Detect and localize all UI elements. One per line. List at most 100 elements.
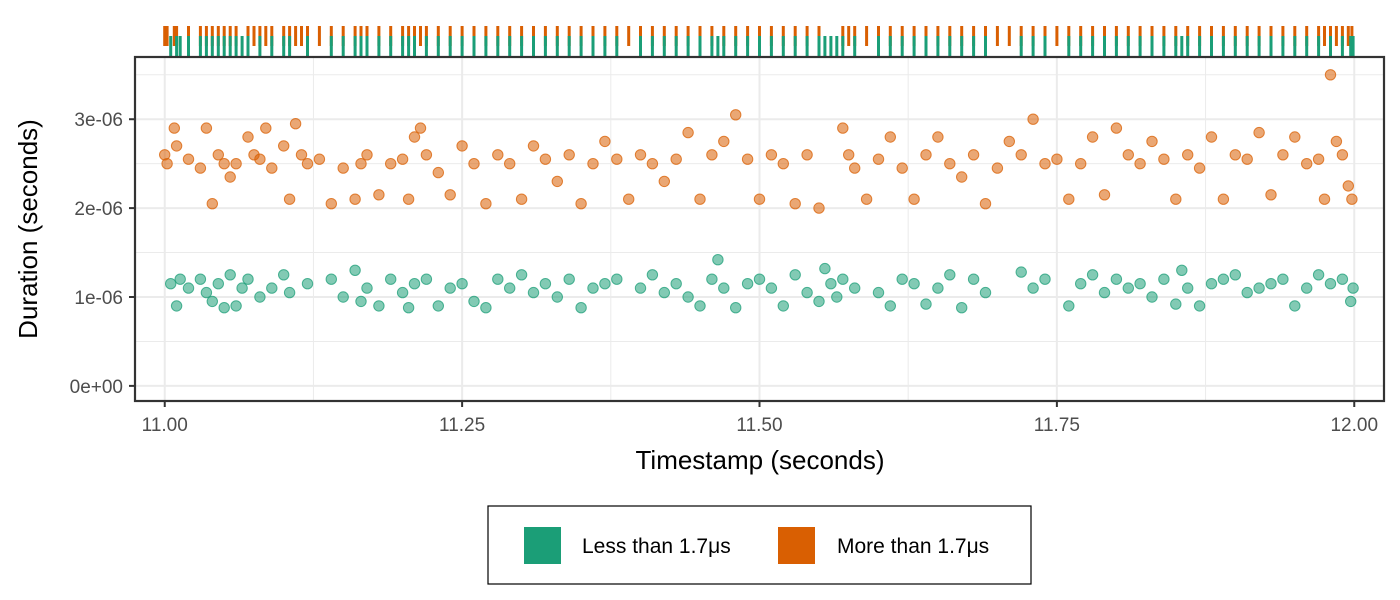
point-more-than (1205, 131, 1218, 143)
legend-key-less (524, 527, 561, 564)
point-less-than (611, 273, 623, 285)
point-less-than (1253, 282, 1265, 294)
point-less-than (646, 269, 659, 281)
point-less-than (1205, 278, 1218, 290)
point-more-than (224, 171, 236, 183)
point-more-than (837, 122, 849, 134)
y-axis: 0e+00 1e-06 2e-06 3e-06 (70, 110, 135, 398)
point-more-than (765, 149, 778, 161)
point-less-than (694, 300, 706, 312)
x-tick-label: 12.00 (1330, 415, 1378, 436)
point-less-than (1158, 273, 1170, 285)
point-less-than (920, 298, 932, 310)
point-more-than (646, 158, 659, 170)
point-more-than (402, 193, 415, 205)
point-more-than (1253, 126, 1265, 139)
point-less-than (230, 300, 242, 312)
point-more-than (527, 140, 540, 152)
point-more-than (1003, 135, 1015, 148)
point-less-than (170, 300, 183, 312)
point-more-than (694, 193, 706, 205)
point-more-than (1336, 149, 1349, 161)
point-more-than (623, 193, 635, 205)
point-less-than (432, 300, 444, 312)
point-more-than (611, 153, 623, 165)
point-more-than (313, 153, 326, 165)
point-more-than (355, 158, 367, 170)
point-more-than (1265, 189, 1277, 201)
point-less-than (218, 302, 230, 314)
point-less-than (682, 291, 694, 303)
point-more-than (1241, 153, 1253, 165)
point-less-than (1345, 295, 1357, 308)
point-more-than (283, 193, 296, 205)
point-less-than (396, 286, 409, 299)
point-more-than (432, 166, 444, 179)
point-more-than (801, 149, 813, 161)
y-tick-label: 3e-06 (74, 110, 123, 131)
point-more-than (753, 193, 766, 205)
point-less-than (1182, 282, 1194, 294)
point-more-than (278, 140, 290, 152)
point-more-than (349, 193, 361, 205)
point-more-than (408, 131, 421, 143)
point-more-than (373, 189, 385, 201)
point-less-than (165, 278, 177, 290)
point-more-than (200, 122, 213, 134)
point-less-than (361, 282, 373, 294)
point-less-than (884, 300, 896, 312)
point-more-than (670, 153, 682, 165)
point-less-than (420, 273, 433, 285)
point-less-than (1134, 278, 1146, 290)
point-more-than (843, 149, 855, 161)
point-more-than (1158, 153, 1170, 165)
y-tick-label: 0e+00 (70, 377, 123, 398)
point-less-than (1265, 278, 1277, 290)
point-more-than (1027, 113, 1039, 125)
point-less-than (515, 269, 528, 281)
point-less-than (1289, 300, 1301, 312)
point-more-than (575, 198, 587, 210)
point-less-than (801, 286, 813, 299)
point-more-than (492, 149, 504, 161)
point-less-than (283, 286, 296, 299)
point-less-than (337, 291, 349, 303)
point-more-than (1134, 158, 1146, 170)
point-more-than (1346, 193, 1358, 205)
point-more-than (1318, 193, 1331, 205)
point-less-than (468, 295, 480, 308)
x-tick-label: 11.00 (142, 415, 188, 436)
point-less-than (1312, 269, 1325, 281)
legend-label-less: Less than 1.7μs (582, 535, 731, 558)
point-less-than (872, 286, 885, 299)
point-more-than (515, 193, 528, 205)
point-less-than (658, 286, 670, 299)
point-less-than (385, 273, 397, 285)
point-more-than (706, 149, 718, 161)
point-less-than (1176, 264, 1188, 276)
point-more-than (682, 126, 694, 139)
point-more-than (563, 149, 575, 161)
point-less-than (1146, 291, 1158, 303)
point-less-than (712, 254, 724, 266)
x-tick-label: 11.75 (1034, 415, 1080, 436)
x-axis-title: Timestamp (seconds) (636, 445, 885, 475)
point-less-than (1229, 269, 1242, 281)
point-less-than (1015, 266, 1027, 278)
x-tick-label: 11.50 (736, 415, 782, 436)
point-more-than (1063, 193, 1075, 205)
point-less-than (278, 269, 290, 281)
point-more-than (1229, 149, 1242, 161)
point-less-than (373, 300, 385, 312)
point-more-than (206, 198, 219, 210)
point-less-than (944, 269, 956, 281)
point-more-than (944, 158, 956, 170)
point-more-than (1342, 180, 1355, 192)
point-less-than (789, 269, 801, 281)
point-less-than (1075, 278, 1087, 290)
point-less-than (1217, 273, 1230, 285)
legend-box (487, 505, 1032, 585)
point-more-than (289, 118, 302, 130)
point-more-than (813, 202, 825, 214)
point-more-than (920, 149, 932, 161)
